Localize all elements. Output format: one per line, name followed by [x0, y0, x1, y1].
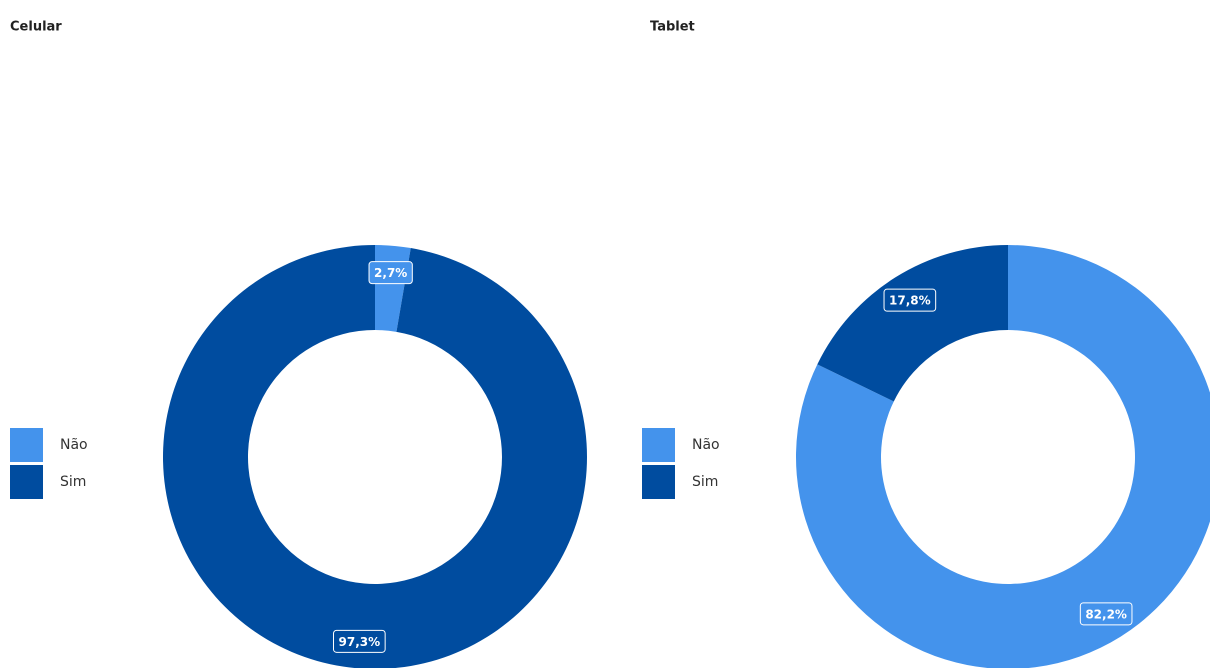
value-label: 82,2% — [1079, 602, 1133, 626]
value-label-box — [368, 261, 413, 285]
value-label-text: 17,8% — [889, 294, 931, 308]
value-label-text: 82,2% — [1085, 607, 1127, 621]
legend-swatch — [10, 428, 43, 462]
value-label-text: 2,7% — [374, 266, 407, 280]
legend-swatch — [10, 465, 43, 499]
chart-title: Celular — [10, 20, 62, 35]
donut-slice — [817, 245, 1008, 402]
legend-label: Sim — [60, 474, 86, 490]
value-label-box — [333, 629, 386, 653]
donut-slice — [163, 245, 587, 668]
value-label-box — [1079, 602, 1133, 626]
value-label-text: 97,3% — [339, 635, 381, 649]
legend-swatch — [642, 465, 675, 499]
value-label: 2,7% — [368, 261, 413, 285]
legend-label: Não — [60, 437, 88, 453]
value-label: 17,8% — [883, 288, 937, 312]
legend-label: Sim — [692, 474, 718, 490]
value-label-box — [883, 288, 937, 312]
value-label: 97,3% — [333, 629, 386, 653]
chart-title: Tablet — [650, 20, 695, 35]
legend-label: Não — [692, 437, 720, 453]
legend-swatch — [642, 428, 675, 462]
donut-slice — [795, 245, 1210, 668]
